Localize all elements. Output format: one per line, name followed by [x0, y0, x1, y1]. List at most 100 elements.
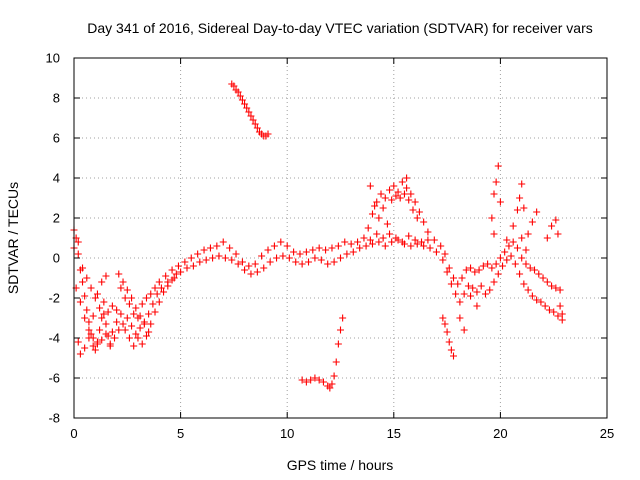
series-3: [364, 174, 432, 236]
data-point: [81, 344, 89, 352]
data-point: [85, 318, 93, 326]
data-point: [535, 270, 543, 278]
series-5: [298, 314, 347, 392]
data-point: [79, 278, 87, 286]
data-point: [377, 190, 385, 198]
data-point: [347, 240, 355, 248]
data-point: [160, 288, 168, 296]
data-point: [183, 264, 191, 272]
data-point: [96, 326, 104, 334]
data-point: [505, 242, 513, 250]
data-point: [209, 254, 217, 262]
data-point: [475, 266, 483, 274]
data-point: [552, 216, 560, 224]
data-point: [494, 162, 502, 170]
data-point: [168, 266, 176, 274]
data-point: [445, 338, 453, 346]
data-point: [130, 310, 138, 318]
data-point: [157, 284, 165, 292]
data-point: [533, 296, 541, 304]
data-point: [334, 242, 342, 250]
data-point: [520, 204, 528, 212]
data-point: [147, 290, 155, 298]
data-point: [302, 378, 310, 386]
data-point: [134, 334, 142, 342]
data-point: [443, 328, 451, 336]
x-tick-label: 5: [177, 426, 184, 441]
data-point: [215, 252, 223, 260]
series-0: [70, 230, 564, 322]
data-point: [264, 130, 272, 138]
data-point: [552, 284, 560, 292]
data-point: [467, 292, 475, 300]
data-point: [439, 314, 447, 322]
data-point: [172, 270, 180, 278]
data-point: [413, 240, 421, 248]
data-point: [117, 310, 125, 318]
data-point: [102, 272, 110, 280]
data-point: [81, 314, 89, 322]
y-tick-labels: -8 -6 -4 -2 0 2 4 6 8 10: [46, 51, 60, 426]
data-point: [128, 294, 136, 302]
data-point: [311, 374, 319, 382]
data-point: [343, 250, 351, 258]
data-point: [74, 238, 82, 246]
data-point: [106, 340, 114, 348]
data-point: [251, 120, 259, 128]
data-point: [386, 230, 394, 238]
data-point: [243, 104, 251, 112]
data-point: [74, 338, 82, 346]
data-point: [543, 278, 551, 286]
series-2: [70, 226, 180, 358]
data-point: [177, 268, 185, 276]
axis-ticks: [73, 57, 608, 419]
data-point: [341, 238, 349, 246]
x-tick-label: 25: [600, 426, 614, 441]
y-tick-label: 2: [53, 211, 60, 226]
data-point: [138, 340, 146, 348]
data-point: [89, 342, 97, 350]
data-point: [238, 96, 246, 104]
data-point: [305, 258, 313, 266]
data-point: [537, 298, 545, 306]
data-point: [449, 352, 457, 360]
data-point: [315, 244, 323, 252]
data-point: [556, 286, 564, 294]
data-point: [418, 238, 426, 246]
data-point: [93, 338, 101, 346]
data-point: [373, 198, 381, 206]
data-point: [492, 260, 500, 268]
data-point: [132, 304, 140, 312]
data-point: [142, 332, 150, 340]
data-point: [375, 214, 383, 222]
data-point: [234, 88, 242, 96]
data-point: [285, 254, 293, 262]
data-point: [456, 314, 464, 322]
data-point: [249, 116, 257, 124]
data-point: [206, 244, 214, 252]
data-point: [403, 174, 411, 182]
x-tick-labels: 0 5 10 15 20 25: [70, 426, 614, 441]
data-point: [528, 218, 536, 226]
data-point: [424, 236, 432, 244]
data-point: [400, 240, 408, 248]
data-point: [454, 280, 462, 288]
data-point: [87, 330, 95, 338]
data-point: [76, 298, 84, 306]
data-point: [168, 276, 176, 284]
data-point: [368, 240, 376, 248]
x-tick-label: 10: [280, 426, 294, 441]
y-axis-label: SDTVAR / TECUs: [5, 182, 21, 294]
data-point: [196, 258, 204, 266]
data-point: [467, 264, 475, 272]
data-point: [386, 186, 394, 194]
data-point: [245, 262, 253, 270]
data-point: [125, 334, 133, 342]
data-point: [83, 274, 91, 282]
data-point: [145, 328, 153, 336]
data-point: [328, 244, 336, 252]
data-point: [85, 326, 93, 334]
data-point: [366, 182, 374, 190]
data-point: [492, 178, 500, 186]
data-point: [102, 320, 110, 328]
